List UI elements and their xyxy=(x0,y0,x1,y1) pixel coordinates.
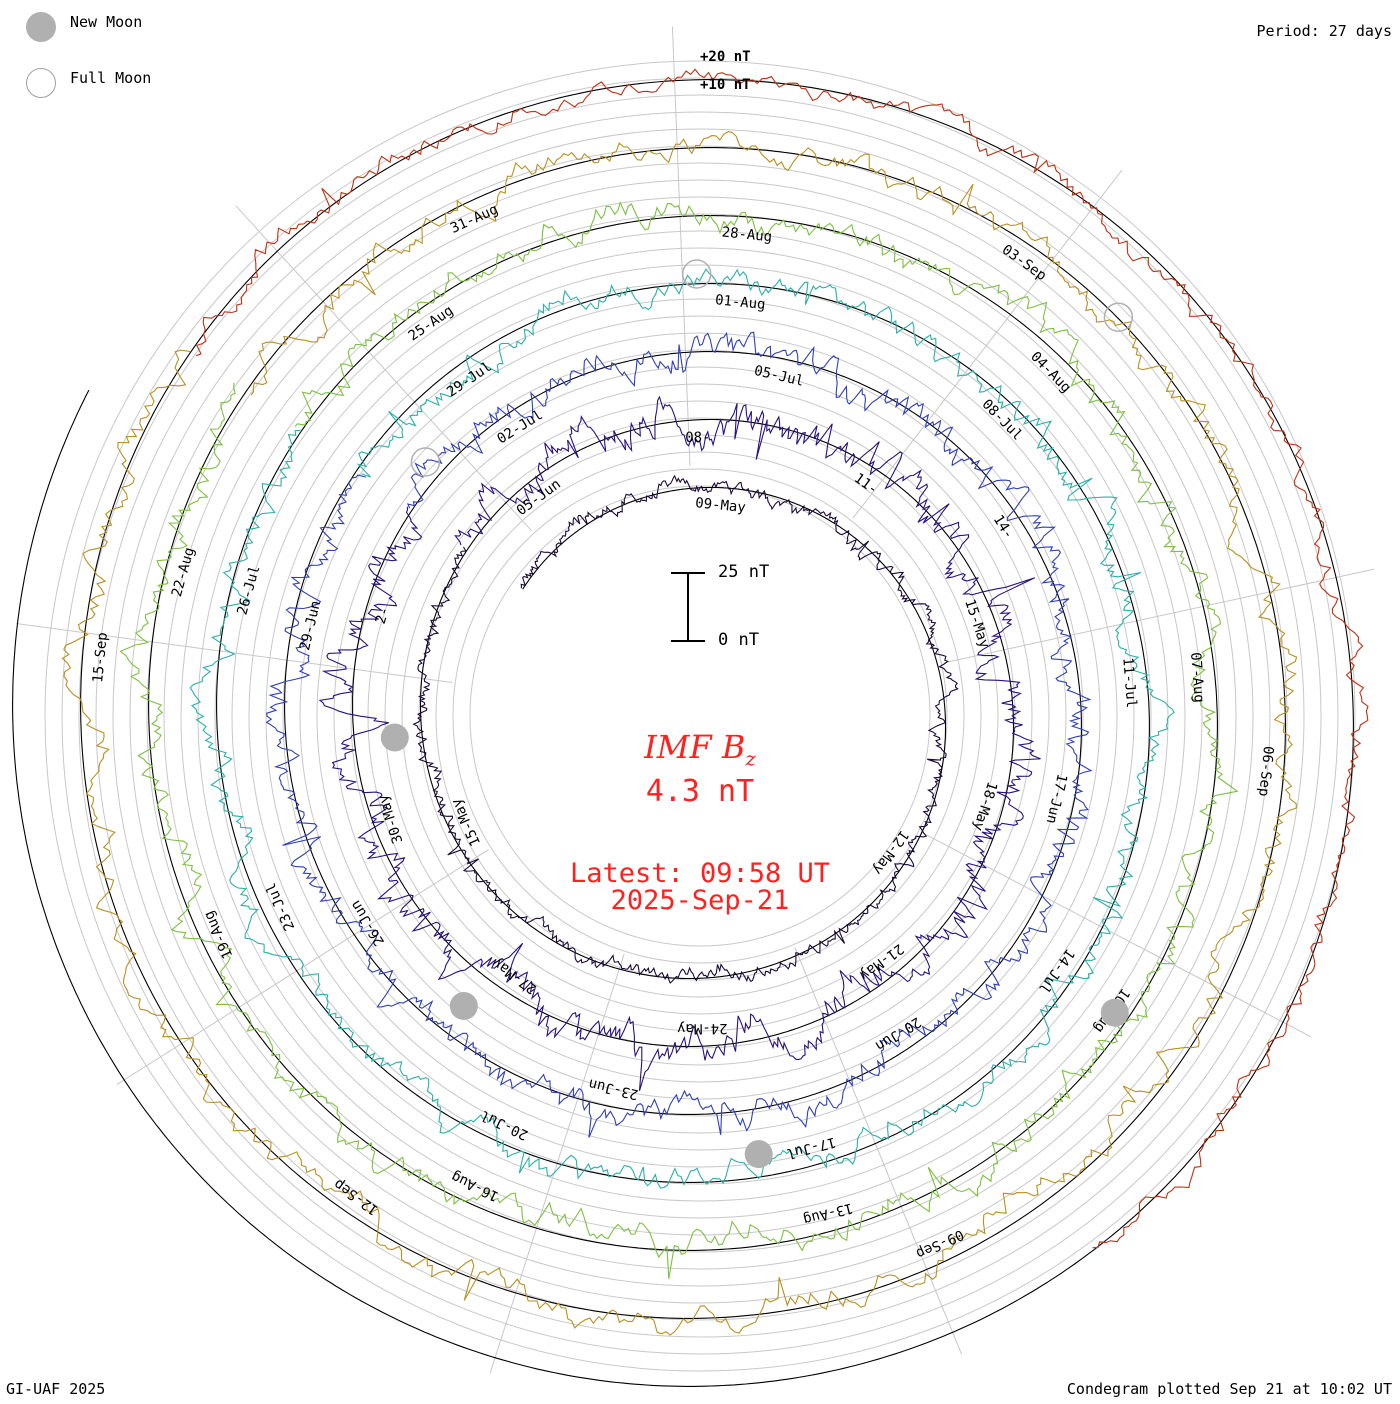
grid-circle xyxy=(367,383,1033,1049)
legend-full-moon: Full Moon xyxy=(70,69,152,87)
grid-circle xyxy=(452,468,948,964)
imf-title-sub: z xyxy=(745,746,756,771)
date-label: 11-Jul xyxy=(1119,657,1139,709)
grid-circle xyxy=(299,315,1101,1117)
new-moon-icon xyxy=(26,12,56,42)
grid-circle xyxy=(435,451,965,981)
grid-circle xyxy=(95,111,1305,1321)
date-label: 01-Aug xyxy=(714,292,766,313)
grid-spoke xyxy=(671,26,691,467)
grid-circle xyxy=(163,179,1237,1253)
date-label: 19-Aug xyxy=(201,908,236,961)
new-moon-marker xyxy=(380,723,409,752)
bz-trace-rotation-5 xyxy=(119,201,1239,1279)
period-label: Period: 27 days xyxy=(1256,22,1392,40)
grid-circle xyxy=(180,196,1220,1236)
grid-circle xyxy=(401,417,999,1015)
latest-time: Latest: 09:58 UT xyxy=(569,858,831,889)
new-moon-marker xyxy=(449,992,478,1020)
grid-spoke xyxy=(944,568,1375,664)
zero-spiral xyxy=(12,79,1354,1387)
offset-label: +10 nT xyxy=(700,77,751,93)
date-label: 31-Aug xyxy=(448,201,501,236)
grid-circle xyxy=(384,400,1016,1032)
date-label: 17-Jul xyxy=(785,1133,838,1161)
date-label: 20-Jun xyxy=(872,1013,923,1053)
offset-label: +20 nT xyxy=(700,49,751,65)
date-label: 23-Jun xyxy=(587,1075,640,1102)
grid-circle xyxy=(129,145,1271,1287)
grid-circle xyxy=(248,264,1152,1168)
grid-circle xyxy=(197,213,1203,1219)
grid-circle xyxy=(350,366,1050,1066)
scale-top-label: 25 nT xyxy=(718,562,770,582)
grid-circle xyxy=(231,247,1169,1185)
grid-spoke xyxy=(16,623,453,683)
grid-circle xyxy=(61,77,1339,1355)
grid-circle xyxy=(44,60,1356,1372)
plotted-timestamp: Condegram plotted Sep 21 at 10:02 UT xyxy=(1066,1380,1392,1398)
new-moon-marker xyxy=(744,1140,773,1169)
date-label: 29-Jun xyxy=(297,599,324,652)
bz-trace-rotation-1 xyxy=(412,474,959,984)
date-label: 11- xyxy=(851,470,881,498)
imf-title-main: IMF B xyxy=(644,728,746,766)
grid-circle xyxy=(282,298,1118,1134)
grid-spoke xyxy=(921,831,1312,1038)
bz-trace-rotation-3 xyxy=(265,331,1093,1138)
date-label: 05-Jun xyxy=(514,476,564,519)
grid-circle xyxy=(316,332,1084,1100)
date-label: 26-Jul xyxy=(234,564,263,617)
full-moon-marker xyxy=(681,259,712,289)
imf-title: IMF Bz xyxy=(0,728,1400,770)
date-label: 24-May xyxy=(677,1020,728,1036)
bz-trace-rotation-6 xyxy=(61,131,1298,1336)
date-label: 13-Aug xyxy=(802,1199,855,1227)
grid-circle xyxy=(214,230,1186,1202)
date-label: 02-Jul xyxy=(494,407,545,447)
date-label: 03-Sep xyxy=(999,242,1049,284)
date-label: 29-Jul xyxy=(444,359,495,401)
date-label: 09-May xyxy=(695,495,747,516)
full-moon-marker xyxy=(1103,302,1134,332)
grid-circle xyxy=(78,94,1322,1338)
grid-circle xyxy=(469,485,931,947)
grid-spoke xyxy=(235,205,533,532)
new-moon-marker xyxy=(1100,998,1129,1027)
date-label: 27-May xyxy=(489,954,539,996)
date-label: 08- xyxy=(685,430,710,446)
grid-spoke xyxy=(852,169,1123,519)
credit-label: GI-UAF 2025 xyxy=(6,1380,106,1398)
latest-date: 2025-Sep-21 xyxy=(610,885,790,916)
date-label: 2- xyxy=(373,605,393,626)
date-label: 25-Aug xyxy=(406,303,457,345)
bz-trace-rotation-2 xyxy=(318,395,1041,1091)
date-label: 14-Jul xyxy=(1035,946,1077,996)
full-moon-icon xyxy=(26,68,56,98)
grid-circle xyxy=(112,128,1288,1304)
grid-circle xyxy=(333,349,1067,1083)
date-label: 22-Aug xyxy=(169,546,198,599)
scale-bottom-label: 0 nT xyxy=(718,630,759,650)
date-label: 12-Sep xyxy=(331,1176,381,1218)
date-label: 05-Jul xyxy=(752,363,805,390)
bz-trace-rotation-7 xyxy=(195,68,1369,1249)
bz-trace-rotation-4 xyxy=(189,268,1175,1189)
grid-circle xyxy=(418,434,982,998)
date-label: 15-Sep xyxy=(90,632,111,684)
date-label: 07-Aug xyxy=(1187,652,1207,704)
imf-value: 4.3 nT xyxy=(645,774,755,809)
date-label: 06-Sep xyxy=(1255,745,1276,797)
date-label: 09-Sep xyxy=(913,1226,966,1261)
legend-new-moon: New Moon xyxy=(70,13,143,31)
date-label: 28-Aug xyxy=(721,224,773,245)
grid-circle xyxy=(146,162,1254,1270)
grid-circle xyxy=(265,281,1135,1151)
full-moon-marker xyxy=(410,447,441,477)
